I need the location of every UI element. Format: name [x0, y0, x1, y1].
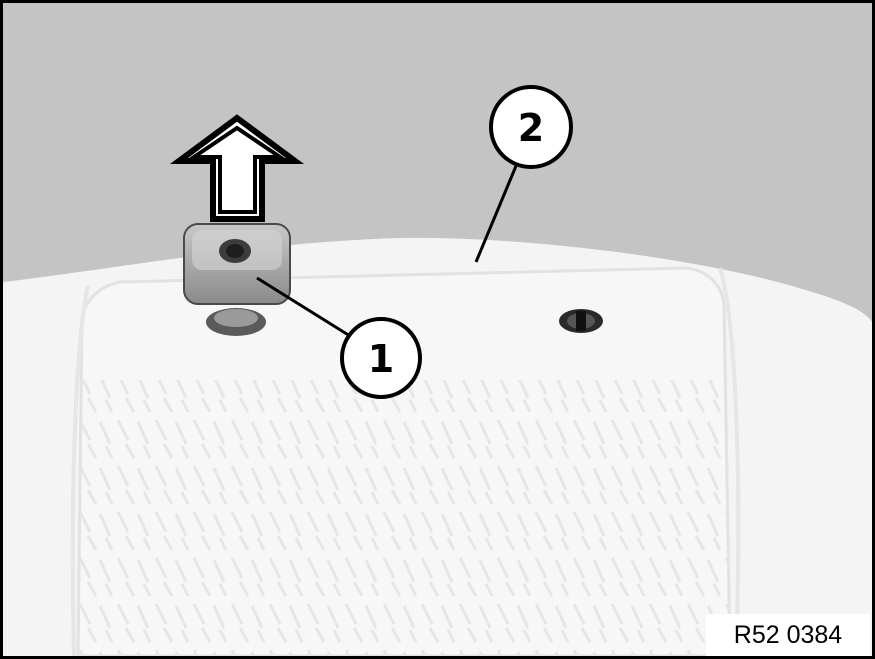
fabric-weave-texture [78, 380, 730, 656]
reference-label: R52 0384 [706, 614, 870, 656]
right-bolster-seam [718, 267, 741, 657]
callout-2-number: 2 [518, 106, 544, 150]
callout-2: 2 [489, 85, 573, 169]
pull-out-arrow-inner [187, 125, 287, 214]
callout-1-leader [256, 276, 351, 338]
reference-number: R52 0384 [734, 621, 843, 649]
guide-hole [559, 309, 603, 333]
callout-2-leader [474, 165, 518, 263]
headrest-guide [183, 223, 291, 336]
callout-1-number: 1 [368, 337, 394, 381]
left-bolster-seam [70, 285, 90, 657]
callout-1: 1 [340, 317, 422, 399]
